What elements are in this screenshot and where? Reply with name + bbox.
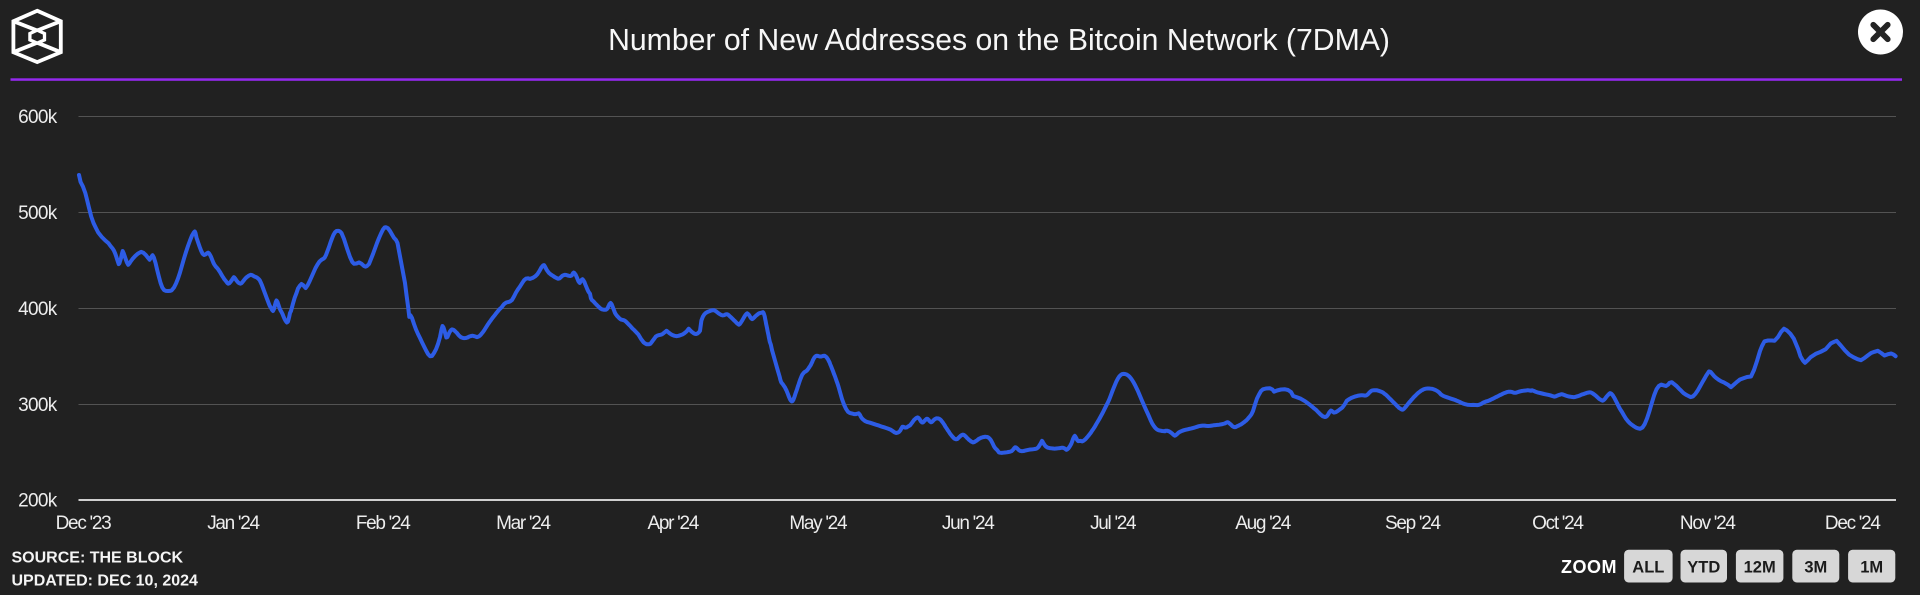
svg-text:UPDATED: DEC 10, 2024: UPDATED: DEC 10, 2024: [12, 573, 199, 590]
svg-text:300k: 300k: [18, 395, 58, 416]
svg-text:May '24: May '24: [789, 513, 848, 534]
svg-text:YTD: YTD: [1687, 559, 1720, 577]
svg-text:Jul '24: Jul '24: [1090, 513, 1137, 534]
svg-text:SOURCE: THE BLOCK: SOURCE: THE BLOCK: [12, 550, 184, 567]
svg-text:ZOOM: ZOOM: [1561, 557, 1617, 577]
svg-text:500k: 500k: [18, 203, 58, 224]
svg-text:Dec '24: Dec '24: [1825, 513, 1881, 534]
svg-text:Oct '24: Oct '24: [1532, 513, 1584, 534]
svg-text:ALL: ALL: [1632, 559, 1664, 577]
svg-text:400k: 400k: [18, 299, 58, 320]
svg-text:Mar '24: Mar '24: [496, 513, 551, 534]
svg-text:Nov '24: Nov '24: [1680, 513, 1736, 534]
svg-text:Feb '24: Feb '24: [356, 513, 411, 534]
svg-text:12M: 12M: [1744, 559, 1776, 577]
svg-text:Dec '23: Dec '23: [56, 513, 111, 534]
svg-text:Jan '24: Jan '24: [207, 513, 260, 534]
svg-text:Sep '24: Sep '24: [1385, 513, 1441, 534]
svg-text:3M: 3M: [1804, 559, 1827, 577]
svg-text:Aug '24: Aug '24: [1235, 513, 1291, 534]
svg-text:Apr '24: Apr '24: [648, 513, 700, 534]
svg-text:600k: 600k: [18, 107, 58, 128]
svg-text:Number of New Addresses on the: Number of New Addresses on the Bitcoin N…: [608, 24, 1390, 57]
svg-text:Jun '24: Jun '24: [942, 513, 995, 534]
svg-text:200k: 200k: [18, 491, 58, 512]
svg-text:1M: 1M: [1860, 559, 1883, 577]
